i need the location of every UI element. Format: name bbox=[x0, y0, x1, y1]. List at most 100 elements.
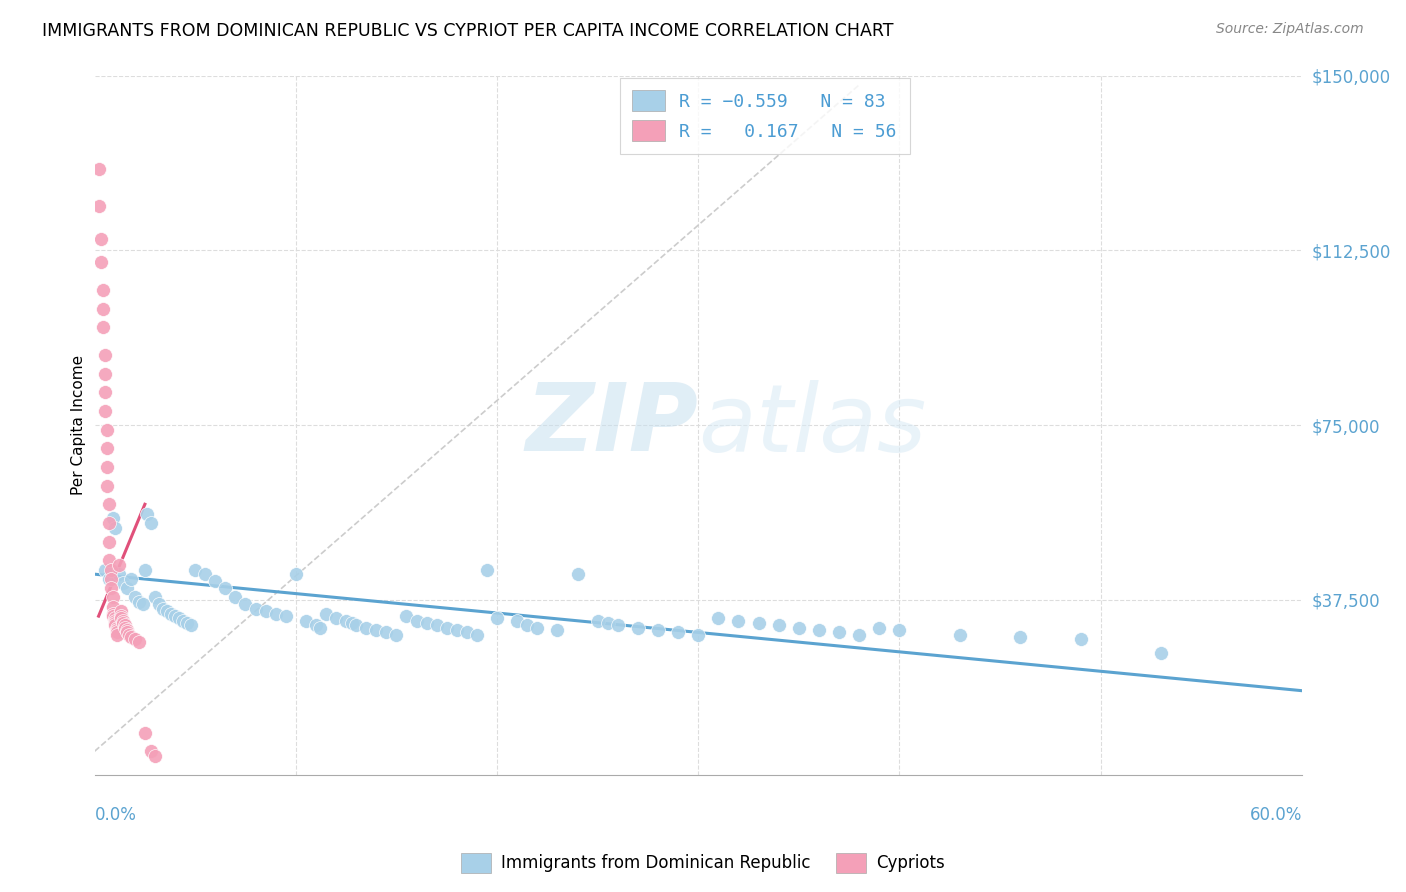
Point bbox=[143, 748, 166, 763]
Point bbox=[91, 301, 114, 316]
Point bbox=[264, 607, 287, 621]
Point bbox=[104, 618, 127, 632]
Point bbox=[405, 614, 427, 628]
Point bbox=[295, 614, 318, 628]
Point bbox=[97, 497, 120, 511]
Point bbox=[139, 744, 162, 758]
Point bbox=[104, 616, 127, 631]
Point bbox=[132, 598, 155, 612]
Point bbox=[114, 618, 136, 632]
Point bbox=[115, 581, 138, 595]
Point bbox=[90, 232, 112, 246]
Legend: R = −0.559   N = 83, R =   0.167   N = 56: R = −0.559 N = 83, R = 0.167 N = 56 bbox=[620, 78, 910, 153]
Point bbox=[172, 614, 194, 628]
Text: Source: ZipAtlas.com: Source: ZipAtlas.com bbox=[1216, 22, 1364, 37]
Point bbox=[114, 621, 136, 635]
Point bbox=[325, 611, 347, 625]
Point bbox=[748, 616, 770, 631]
Point bbox=[315, 607, 337, 621]
Point bbox=[1010, 630, 1032, 644]
Point bbox=[688, 628, 710, 642]
Point bbox=[768, 618, 790, 632]
Point bbox=[96, 423, 118, 437]
Point bbox=[93, 404, 115, 418]
Point bbox=[115, 625, 138, 640]
Point bbox=[596, 616, 619, 631]
Point bbox=[110, 609, 132, 624]
Point bbox=[889, 623, 911, 637]
Y-axis label: Per Capita Income: Per Capita Income bbox=[72, 355, 86, 495]
Point bbox=[105, 623, 128, 637]
Point bbox=[96, 478, 118, 492]
Point bbox=[354, 621, 377, 635]
Point bbox=[254, 604, 277, 618]
Point bbox=[134, 725, 156, 739]
Point bbox=[134, 562, 156, 576]
Point bbox=[107, 567, 129, 582]
Point bbox=[707, 611, 730, 625]
Point bbox=[666, 625, 689, 640]
Point bbox=[97, 572, 120, 586]
Text: atlas: atlas bbox=[699, 380, 927, 471]
Point bbox=[586, 614, 609, 628]
Text: IMMIGRANTS FROM DOMINICAN REPUBLIC VS CYPRIOT PER CAPITA INCOME CORRELATION CHAR: IMMIGRANTS FROM DOMINICAN REPUBLIC VS CY… bbox=[42, 22, 894, 40]
Point bbox=[1150, 647, 1173, 661]
Point bbox=[526, 621, 548, 635]
Point bbox=[305, 618, 328, 632]
Point bbox=[180, 618, 202, 632]
Point bbox=[90, 255, 112, 269]
Point bbox=[128, 595, 150, 609]
Point bbox=[727, 614, 749, 628]
Text: 60.0%: 60.0% bbox=[1250, 806, 1302, 824]
Point bbox=[415, 616, 437, 631]
Point bbox=[101, 607, 124, 621]
Point bbox=[245, 602, 267, 616]
Point bbox=[110, 611, 132, 625]
Point bbox=[475, 562, 498, 576]
Point bbox=[606, 618, 628, 632]
Point bbox=[111, 614, 134, 628]
Point bbox=[118, 628, 141, 642]
Point bbox=[104, 614, 127, 628]
Point bbox=[647, 623, 669, 637]
Point bbox=[93, 562, 115, 576]
Point bbox=[110, 604, 132, 618]
Point bbox=[848, 628, 870, 642]
Point bbox=[385, 628, 408, 642]
Point bbox=[828, 625, 851, 640]
Point bbox=[156, 604, 179, 618]
Point bbox=[1070, 632, 1092, 647]
Point bbox=[214, 581, 236, 595]
Point bbox=[274, 609, 297, 624]
Point bbox=[120, 572, 142, 586]
Point bbox=[100, 562, 122, 576]
Point bbox=[101, 511, 124, 525]
Legend: Immigrants from Dominican Republic, Cypriots: Immigrants from Dominican Republic, Cypr… bbox=[454, 847, 952, 880]
Point bbox=[184, 562, 207, 576]
Point bbox=[235, 598, 257, 612]
Point bbox=[105, 625, 128, 640]
Point bbox=[160, 607, 183, 621]
Point bbox=[100, 572, 122, 586]
Point bbox=[148, 598, 170, 612]
Point bbox=[224, 591, 246, 605]
Point bbox=[627, 621, 650, 635]
Point bbox=[436, 621, 458, 635]
Text: ZIP: ZIP bbox=[526, 379, 699, 471]
Point bbox=[101, 599, 124, 614]
Point bbox=[97, 553, 120, 567]
Point bbox=[93, 348, 115, 362]
Point bbox=[176, 616, 198, 631]
Point bbox=[91, 283, 114, 297]
Point bbox=[375, 625, 398, 640]
Point bbox=[167, 611, 190, 625]
Text: 0.0%: 0.0% bbox=[94, 806, 136, 824]
Point bbox=[868, 621, 890, 635]
Point bbox=[104, 520, 127, 534]
Point bbox=[91, 320, 114, 334]
Point bbox=[97, 516, 120, 530]
Point bbox=[194, 567, 217, 582]
Point bbox=[97, 534, 120, 549]
Point bbox=[465, 628, 488, 642]
Point bbox=[366, 623, 388, 637]
